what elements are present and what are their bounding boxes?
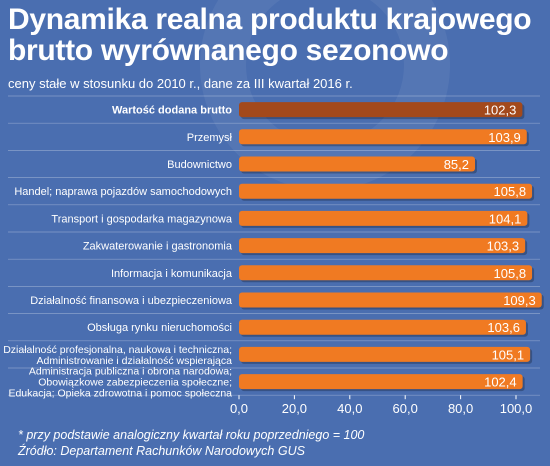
footnote-text: * przy podstawie analogiczny kwartał rok…: [18, 428, 365, 442]
category-label: Wartość dodana brutto: [112, 105, 232, 117]
bar: [239, 265, 533, 281]
bar-value-label: 103,9: [488, 130, 521, 145]
category-label: Budownictwo: [167, 159, 232, 171]
bar-value-label: 104,1: [489, 211, 522, 226]
source-text: Źródło: Departament Rachunków Narodowych…: [18, 444, 305, 458]
bar-value-label: 105,8: [494, 266, 527, 281]
x-axis-tick-label: 80,0: [448, 401, 473, 416]
x-axis-tick-label: 60,0: [393, 401, 418, 416]
bar: [239, 129, 527, 145]
category-label: Zakwaterowanie i gastronomia: [83, 241, 233, 253]
bar-value-label: 103,6: [487, 320, 520, 335]
bar: [239, 210, 528, 226]
bar-value-label: 102,3: [484, 103, 517, 118]
chart-footnote: * przy podstawie analogiczny kwartał rok…: [18, 427, 364, 459]
category-label: Działalność finansowa i ubezpieczeniowa: [30, 295, 233, 307]
x-axis-tick-label: 0,0: [230, 401, 248, 416]
category-label: Handel; naprawa pojazdów samochodowych: [14, 186, 232, 198]
bar: [239, 156, 476, 172]
category-label: Administrowanie i działalność wspierając…: [36, 355, 232, 367]
bar-value-label: 105,8: [494, 184, 527, 199]
x-axis-tick-label: 20,0: [282, 401, 307, 416]
x-axis-tick-label: 100,0: [500, 401, 533, 416]
category-label: Przemysł: [187, 132, 233, 144]
category-label: Obsługa rynku nieruchomości: [87, 322, 232, 334]
bar-value-label: 103,3: [487, 239, 520, 254]
chart-title: Dynamika realna produktu krajowego brutt…: [8, 3, 532, 67]
bar: [239, 102, 523, 118]
bar: [239, 346, 531, 362]
bar-value-label: 102,4: [484, 375, 517, 390]
bar: [239, 238, 526, 254]
category-label: Transport i gospodarka magazynowa: [51, 213, 232, 225]
bar: [239, 374, 523, 390]
category-label: Działalność profesjonalna, naukowa i tec…: [3, 344, 232, 356]
chart-subtitle: ceny stałe w stosunku do 2010 r., dane z…: [8, 76, 353, 91]
category-label: Informacja i komunikacja: [111, 268, 233, 280]
bar-value-label: 85,2: [444, 157, 469, 172]
bar-value-label: 105,1: [492, 347, 525, 362]
x-axis-tick-label: 40,0: [337, 401, 362, 416]
bar: [239, 183, 533, 199]
category-label: Edukacja; Opieka zdrowotna i pomoc społe…: [8, 388, 232, 400]
bar: [239, 292, 542, 308]
bar-value-label: 109,3: [503, 293, 536, 308]
category-label: Administracja publiczna i obrona narodow…: [29, 366, 232, 378]
bar: [239, 319, 526, 335]
category-label: Obowiązkowe zabezpieczenia społeczne;: [38, 377, 232, 389]
